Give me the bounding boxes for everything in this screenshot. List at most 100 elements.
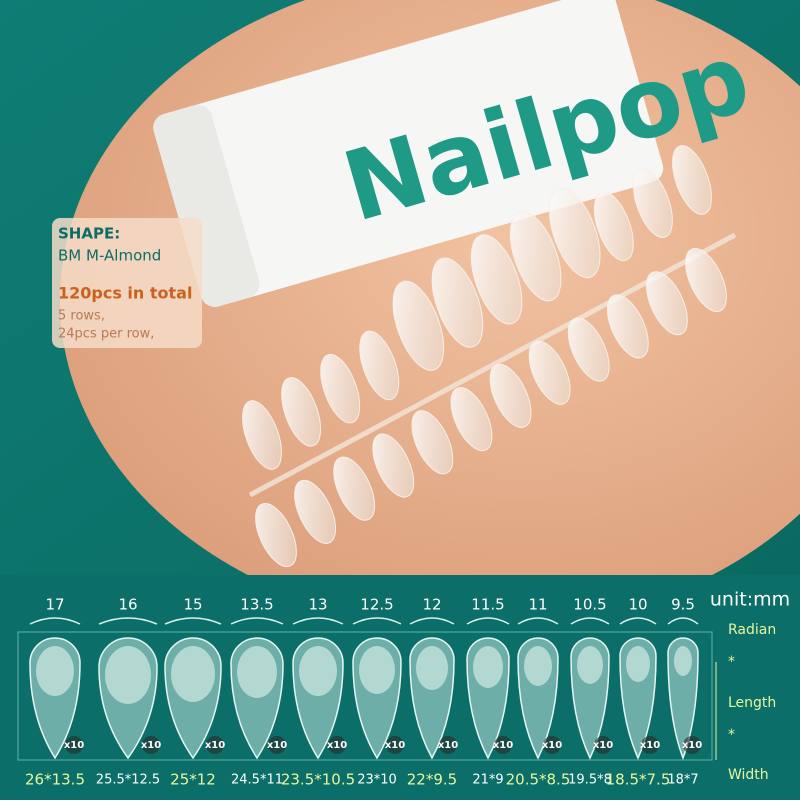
- radian: 10: [628, 596, 647, 614]
- radian-arc: [292, 617, 344, 625]
- nail-highlight: [36, 646, 74, 696]
- nail-top: [672, 145, 712, 215]
- count-badge: [641, 736, 659, 754]
- dimension: 20.5*8.5: [506, 771, 571, 789]
- radian: 13.5: [240, 596, 273, 614]
- size-frame: [17, 631, 713, 761]
- dimension: 18.5*7.5: [606, 771, 671, 789]
- radian-arc: [466, 617, 510, 625]
- count: x10: [141, 740, 161, 751]
- nail-highlight: [524, 646, 552, 686]
- package-body: [153, 0, 664, 307]
- nail-highlight: [577, 646, 603, 684]
- rows: 5 rows,: [58, 309, 105, 324]
- count: x10: [542, 740, 562, 751]
- count: x10: [327, 740, 347, 751]
- radian: 9.5: [671, 596, 695, 614]
- radian-arc: [98, 617, 158, 625]
- dimension: 19.5*8: [568, 773, 612, 788]
- nail-top: [359, 330, 400, 401]
- count-badge: [206, 736, 224, 754]
- nail-top: [548, 187, 601, 279]
- radian-arc: [517, 617, 559, 625]
- nail-highlight: [626, 646, 650, 682]
- nail-bottom: [372, 433, 415, 498]
- count-badge: [543, 736, 561, 754]
- dimension: 21*9: [472, 773, 503, 788]
- count: x10: [640, 740, 660, 751]
- count: x10: [385, 740, 405, 751]
- nail-top: [509, 211, 562, 302]
- radian-arc: [409, 617, 455, 625]
- count: x10: [438, 740, 458, 751]
- shape-label: SHAPE:: [58, 225, 120, 243]
- radian: 16: [118, 596, 137, 614]
- count-badge: [328, 736, 346, 754]
- count: x10: [493, 740, 513, 751]
- count-badge: [494, 736, 512, 754]
- unit: unit:mm: [710, 589, 790, 611]
- nail-bottom: [489, 363, 532, 428]
- radian: 11.5: [471, 596, 504, 614]
- radian: 12: [422, 596, 441, 614]
- legend-item: Width: [728, 767, 769, 783]
- radian-arc: [164, 617, 222, 625]
- package-seal: [153, 104, 260, 307]
- dimension: 23.5*10.5: [281, 771, 355, 789]
- nail-bottom: [411, 410, 454, 475]
- nail-top: [281, 377, 322, 447]
- count: x10: [267, 740, 287, 751]
- nail-highlight: [237, 646, 277, 698]
- count-badge: [386, 736, 404, 754]
- nail-highlight: [171, 646, 215, 702]
- count: x10: [205, 740, 225, 751]
- nail-top: [320, 353, 361, 424]
- dimension: 25.5*12.5: [96, 773, 160, 788]
- count-badge: [594, 736, 612, 754]
- nail-bottom: [645, 271, 688, 336]
- radian: 17: [45, 596, 64, 614]
- count-badge: [439, 736, 457, 754]
- nail-top: [593, 191, 634, 262]
- radian-arc: [667, 617, 699, 625]
- nail-stick: [242, 145, 737, 568]
- nail-highlight: [674, 646, 692, 676]
- nail-bottom: [450, 387, 493, 452]
- radian: 10.5: [573, 596, 606, 614]
- radian-arc: [352, 617, 402, 625]
- radian-arc: [619, 617, 657, 625]
- radian: 11: [528, 596, 547, 614]
- per-row: 24pcs per row,: [58, 327, 154, 342]
- nail-bottom: [685, 247, 727, 313]
- nail-bottom: [567, 317, 610, 382]
- count: x10: [682, 740, 702, 751]
- nail-bottom: [255, 502, 297, 568]
- nail-bottom: [606, 294, 649, 359]
- radian: 15: [183, 596, 202, 614]
- nail-highlight: [473, 646, 503, 688]
- nail-top: [392, 280, 445, 371]
- legend-item: Length: [728, 695, 776, 711]
- nail-highlight: [416, 646, 448, 690]
- radian-arc: [230, 617, 284, 625]
- legend: Radian * Length * Width: [715, 622, 776, 783]
- dimension: 23*10: [357, 773, 397, 788]
- count-badge: [683, 736, 701, 754]
- radian: 13: [308, 596, 327, 614]
- nail-top: [431, 257, 484, 348]
- nail-bottom: [528, 340, 571, 405]
- nail-top: [470, 234, 523, 325]
- dimension: 24.5*11: [231, 773, 283, 788]
- radian-arc: [570, 617, 610, 625]
- dimension: 18*7: [667, 773, 698, 788]
- count-badge: [65, 736, 83, 754]
- shape: BM M-Almond: [58, 247, 161, 265]
- nail-highlight: [359, 646, 395, 694]
- count: x10: [593, 740, 613, 751]
- nail-bottom: [294, 479, 337, 544]
- nail-highlight: [299, 646, 337, 696]
- nail-top: [242, 400, 282, 470]
- legend-item: *: [728, 727, 735, 743]
- nail-top: [632, 168, 673, 238]
